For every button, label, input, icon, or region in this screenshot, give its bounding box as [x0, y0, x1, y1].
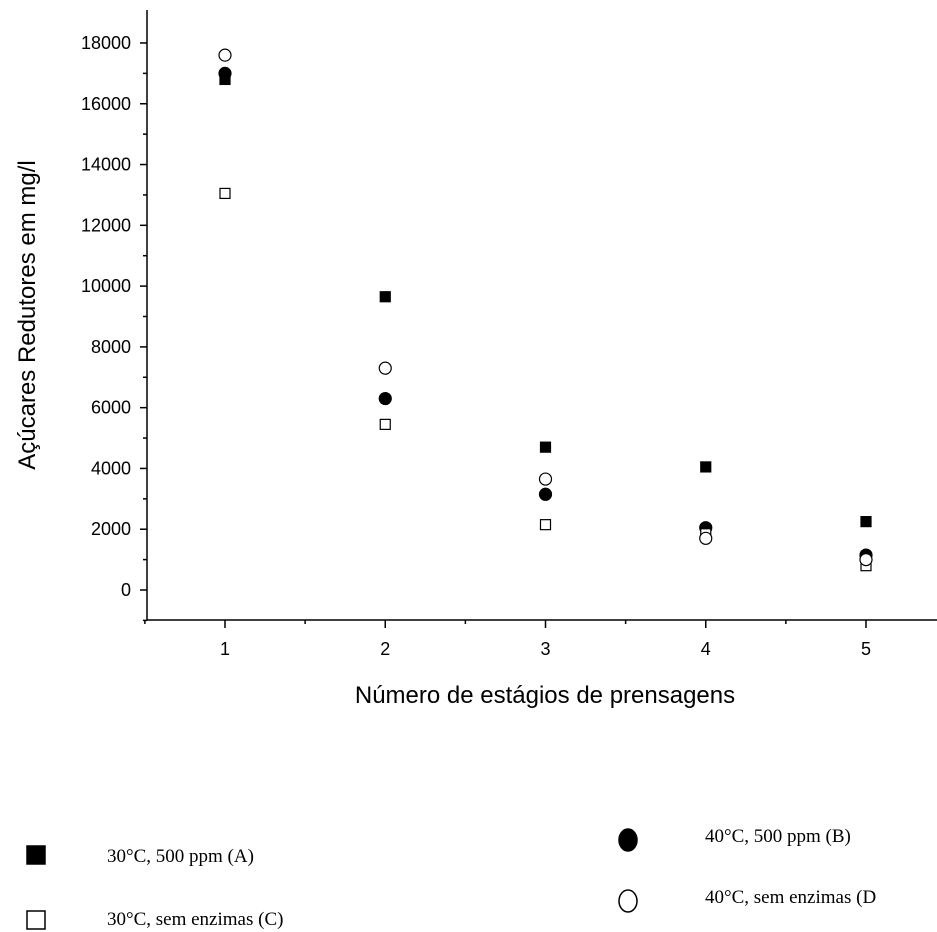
- legend-label: 30°C, sem enzimas (C): [107, 909, 283, 930]
- data-point: [859, 553, 873, 567]
- y-tick-label: 10000: [81, 276, 131, 296]
- data-point: [699, 531, 713, 545]
- data-point: [538, 487, 553, 501]
- legend-label: 30°C, 500 ppm (A): [107, 846, 254, 867]
- y-tick-label: 14000: [81, 155, 131, 175]
- data-point: [218, 48, 232, 62]
- legend-marker: [618, 889, 638, 913]
- data-point: [219, 187, 231, 200]
- data-point: [700, 461, 712, 473]
- data-point: [379, 291, 391, 303]
- y-axis-title: Açúcares Redutores em mg/l: [14, 160, 41, 469]
- data-point: [378, 361, 392, 375]
- x-tick-label: 2: [380, 639, 390, 659]
- legend-marker: [26, 845, 46, 865]
- y-tick-label: 12000: [81, 215, 131, 235]
- data-point: [379, 418, 391, 430]
- data-point: [378, 391, 392, 406]
- y-tick-label: 0: [121, 580, 131, 600]
- axes: [146, 10, 937, 621]
- x-tick-label: 4: [701, 639, 711, 659]
- x-tick-label: 5: [861, 639, 871, 659]
- y-tick-label: 2000: [91, 519, 131, 539]
- x-tick-label: 1: [220, 639, 230, 659]
- data-points: [218, 48, 873, 572]
- legend-item: 30°C, sem enzimas (C): [26, 909, 283, 930]
- data-point: [538, 472, 553, 486]
- data-point: [860, 516, 872, 528]
- x-ticks: 1 2 3 4 5: [144, 620, 871, 659]
- data-point: [218, 66, 232, 80]
- y-tick-label: 6000: [91, 398, 131, 418]
- y-ticks: 0 2000 4000 6000 8000 10000 12000 14000 16000 180…: [81, 33, 147, 622]
- y-tick-label: 18000: [81, 33, 131, 53]
- legend: 30°C, 500 ppm (A) 40°C, 500 ppm (B) 30°C, …: [26, 826, 876, 930]
- y-tick-label: 16000: [81, 94, 131, 114]
- legend-item: 40°C, 500 ppm (B): [618, 826, 851, 852]
- y-tick-label: 8000: [91, 337, 131, 357]
- legend-marker: [26, 910, 46, 930]
- data-point: [539, 441, 552, 453]
- legend-item: 30°C, 500 ppm (A): [26, 845, 254, 867]
- y-tick-label: 4000: [91, 458, 131, 478]
- legend-label: 40°C, 500 ppm (B): [705, 826, 851, 847]
- x-axis-title: Número de estágios de prensagens: [355, 682, 735, 709]
- legend-item: 40°C, sem enzimas (D: [618, 887, 876, 913]
- x-tick-label: 3: [540, 639, 550, 659]
- data-point: [539, 519, 552, 531]
- legend-marker: [618, 828, 638, 852]
- legend-label: 40°C, sem enzimas (D: [705, 887, 876, 908]
